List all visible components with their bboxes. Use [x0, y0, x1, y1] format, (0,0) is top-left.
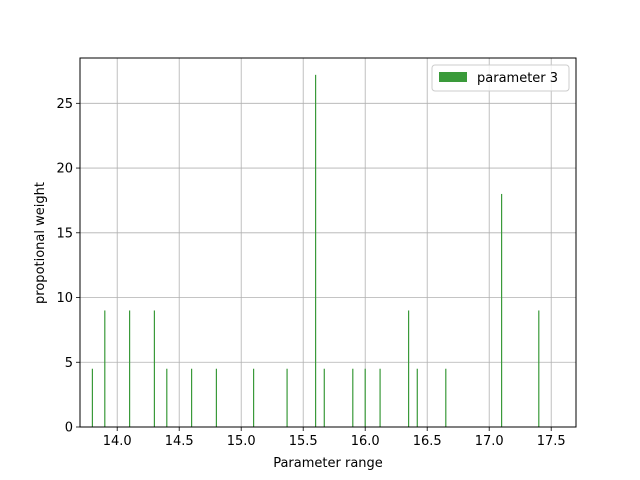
x-tick-label: 15.5 [289, 434, 318, 449]
legend-label: parameter 3 [477, 71, 558, 86]
bar [364, 368, 366, 427]
x-tick-label: 17.5 [537, 434, 566, 449]
x-tick-label: 16.5 [413, 434, 442, 449]
x-tick-label: 15.0 [227, 434, 256, 449]
bar [315, 74, 317, 428]
bar [215, 368, 217, 427]
x-axis-label: Parameter range [273, 456, 383, 471]
y-tick-label: 20 [56, 162, 73, 177]
y-axis-ticks: 0 5 10 15 20 25 [56, 97, 80, 436]
y-axis-label: propotional weight [33, 182, 48, 304]
legend: parameter 3 [431, 64, 570, 92]
bar [445, 368, 447, 427]
bar [253, 368, 255, 427]
bars [91, 74, 540, 428]
x-axis-ticks: 14.0 14.5 15.0 15.5 16.0 16.5 17.0 17.5 [103, 427, 566, 449]
bar [91, 368, 93, 427]
x-tick-label: 14.0 [103, 434, 132, 449]
bar [538, 310, 540, 427]
bar [501, 193, 503, 427]
y-tick-label: 15 [56, 226, 73, 241]
bar [153, 310, 155, 427]
plot-background [80, 58, 576, 427]
bar [166, 368, 168, 427]
y-tick-label: 10 [56, 291, 73, 306]
bar [191, 368, 193, 427]
bar [352, 368, 354, 427]
x-tick-label: 17.0 [475, 434, 504, 449]
legend-box [431, 64, 570, 92]
bar [323, 368, 325, 427]
bar [104, 310, 106, 427]
bar [379, 368, 381, 427]
bar [286, 368, 288, 427]
x-tick-label: 16.0 [351, 434, 380, 449]
x-tick-label: 14.5 [165, 434, 194, 449]
plot-frame [79, 57, 577, 428]
bar [129, 310, 131, 427]
y-tick-label: 25 [56, 97, 73, 112]
bar [416, 368, 418, 427]
y-tick-label: 0 [65, 421, 73, 436]
bar [408, 310, 410, 427]
y-tick-label: 5 [65, 356, 73, 371]
legend-swatch [439, 72, 467, 82]
